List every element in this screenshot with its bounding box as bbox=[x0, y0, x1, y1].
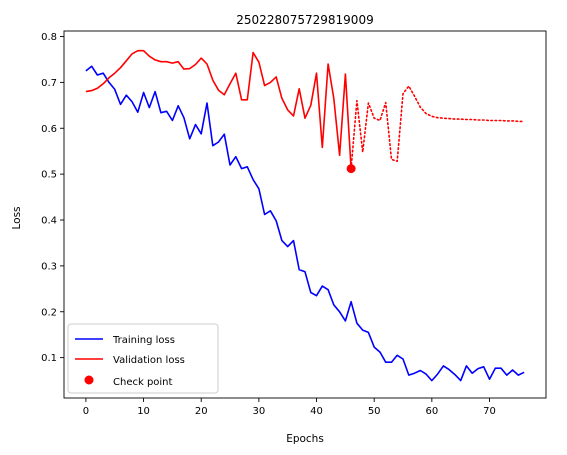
x-tick-label: 60 bbox=[425, 406, 438, 417]
checkpoint-marker bbox=[346, 164, 356, 174]
legend-swatch-checkpoint bbox=[84, 375, 94, 385]
series-line-1 bbox=[85, 49, 352, 169]
axes-frame bbox=[63, 30, 547, 399]
legend-label-checkpoint: Check point bbox=[113, 377, 173, 388]
series-line-0 bbox=[85, 65, 525, 382]
y-tick-label: 0.2 bbox=[41, 307, 57, 318]
y-tick-label: 0.8 bbox=[41, 32, 57, 43]
legend-box bbox=[67, 323, 219, 394]
y-axis-label: Loss bbox=[11, 206, 23, 229]
legend-label-training: Training loss bbox=[112, 335, 175, 346]
x-tick-label: 30 bbox=[253, 406, 266, 417]
y-tick-label: 0.7 bbox=[41, 78, 57, 89]
y-tick-label: 0.4 bbox=[41, 216, 57, 227]
legend: Training loss Validation loss Check poin… bbox=[67, 323, 219, 394]
y-tick-label: 0.6 bbox=[41, 124, 57, 135]
chart-title: 250228075729819009 bbox=[236, 13, 373, 27]
x-tick-label: 70 bbox=[483, 406, 496, 417]
series-line-2 bbox=[350, 85, 525, 170]
y-tick-label: 0.5 bbox=[41, 170, 57, 181]
legend-label-validation: Validation loss bbox=[113, 355, 185, 366]
x-tick-label: 0 bbox=[83, 406, 89, 417]
x-axis-label: Epochs bbox=[286, 433, 324, 445]
x-tick-label: 50 bbox=[368, 406, 381, 417]
plot-area: 0 10 20 30 40 50 60 70 0.1 0.2 0.3 0.4 0.5 0.6 0.7 0.8 bbox=[41, 30, 547, 417]
x-tick-label: 10 bbox=[137, 406, 150, 417]
x-tick-label: 40 bbox=[310, 406, 323, 417]
x-tick-label: 20 bbox=[195, 406, 208, 417]
y-tick-label: 0.3 bbox=[41, 261, 57, 272]
y-tick-label: 0.1 bbox=[41, 353, 57, 364]
